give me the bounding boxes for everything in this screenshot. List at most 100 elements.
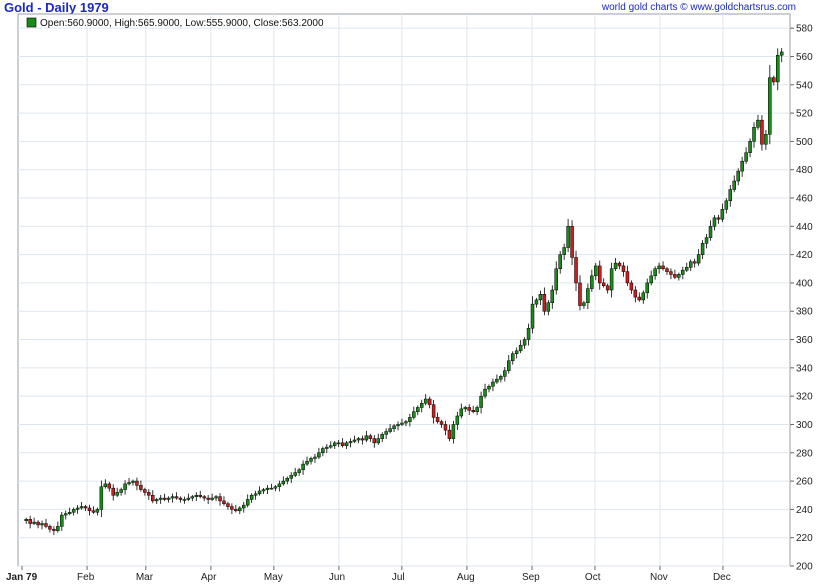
candle-body [336, 442, 341, 445]
candle-body [321, 448, 325, 454]
candle [744, 147, 748, 164]
candle [238, 506, 242, 515]
candle [467, 404, 471, 415]
candle-body [388, 428, 392, 432]
candle-body [688, 261, 693, 268]
candle [234, 504, 238, 513]
candle [40, 520, 44, 530]
candle-body [301, 463, 305, 471]
x-tick-label: Oct [585, 572, 601, 583]
candle-body [293, 472, 297, 476]
candle [605, 283, 610, 294]
x-tick-label: Dec [713, 572, 731, 583]
candle [64, 510, 68, 520]
candle [688, 259, 693, 272]
candle-body [475, 407, 479, 412]
x-tick-label: Mar [136, 572, 154, 583]
candle [139, 480, 143, 492]
candle [56, 521, 60, 533]
candle [206, 495, 210, 504]
candle-body [158, 497, 163, 500]
legend-label: Open:560.9000, High:565.9000, Low:555.90… [40, 18, 324, 29]
candle [111, 484, 115, 501]
candle [404, 420, 408, 427]
candle [495, 374, 499, 384]
candle [178, 496, 183, 503]
candle-body [594, 265, 598, 277]
candle [131, 479, 135, 486]
candle-body [629, 282, 634, 291]
candle-body [716, 217, 721, 220]
candle [720, 203, 725, 223]
candle-body [277, 483, 282, 487]
candle-body [487, 385, 491, 390]
candle [332, 441, 337, 449]
candle [538, 290, 543, 306]
candle [637, 292, 642, 302]
candle [143, 487, 147, 496]
candle [380, 432, 384, 443]
source-credit: world gold charts © www.goldchartsrus.co… [601, 2, 796, 13]
y-tick-label: 360 [796, 335, 813, 346]
candle-body [439, 421, 444, 425]
candle [154, 497, 159, 504]
candle-body [554, 268, 558, 291]
candle [582, 300, 586, 309]
candle [479, 391, 483, 414]
candle-body [174, 496, 179, 499]
candle-body [756, 119, 760, 128]
candle-body [64, 513, 68, 516]
candle-body [317, 452, 321, 458]
x-tick-label: Nov [650, 572, 668, 583]
candle-body [60, 514, 64, 527]
candle-body [748, 141, 752, 153]
candle [253, 490, 258, 500]
candle [400, 418, 404, 427]
candle [594, 263, 598, 281]
candle-body [665, 268, 669, 272]
candle [756, 114, 760, 130]
candle-body [52, 528, 56, 531]
candle-body [412, 411, 416, 418]
candle-body [661, 265, 665, 270]
candle-body [538, 293, 543, 301]
candle-body [416, 407, 420, 412]
candle-body [257, 490, 262, 495]
candle [677, 272, 681, 281]
candle-body [507, 360, 511, 371]
candle [218, 493, 222, 506]
chart-title: Gold - Daily 1979 [4, 0, 109, 15]
candle-body [313, 456, 317, 459]
candle-body [329, 445, 333, 448]
candle [182, 496, 187, 504]
candle [412, 406, 416, 420]
candle-body [673, 274, 677, 278]
y-tick-label: 500 [796, 137, 813, 148]
candle [554, 261, 558, 295]
candle-body [582, 302, 586, 306]
candle-body [692, 261, 697, 264]
candle-body [234, 509, 238, 512]
candle-body [206, 497, 210, 500]
candle-body [681, 269, 685, 275]
candle [681, 266, 685, 280]
candle-body [214, 496, 218, 499]
candle-body [696, 254, 701, 264]
candle-body [427, 398, 432, 405]
candle [257, 486, 262, 496]
candle [281, 476, 286, 486]
candle [277, 480, 282, 492]
candle-body [479, 395, 483, 408]
candle-body [32, 521, 36, 524]
candle [360, 435, 365, 445]
candle-body [491, 381, 495, 387]
candle-body [99, 486, 104, 510]
candle-body [127, 482, 131, 485]
candle [317, 447, 321, 460]
y-tick-label: 260 [796, 477, 813, 488]
y-tick-label: 340 [796, 363, 813, 374]
x-tick-label: Jan 79 [6, 572, 38, 583]
x-tick-label: Sep [522, 572, 540, 583]
candle-body [119, 489, 123, 493]
